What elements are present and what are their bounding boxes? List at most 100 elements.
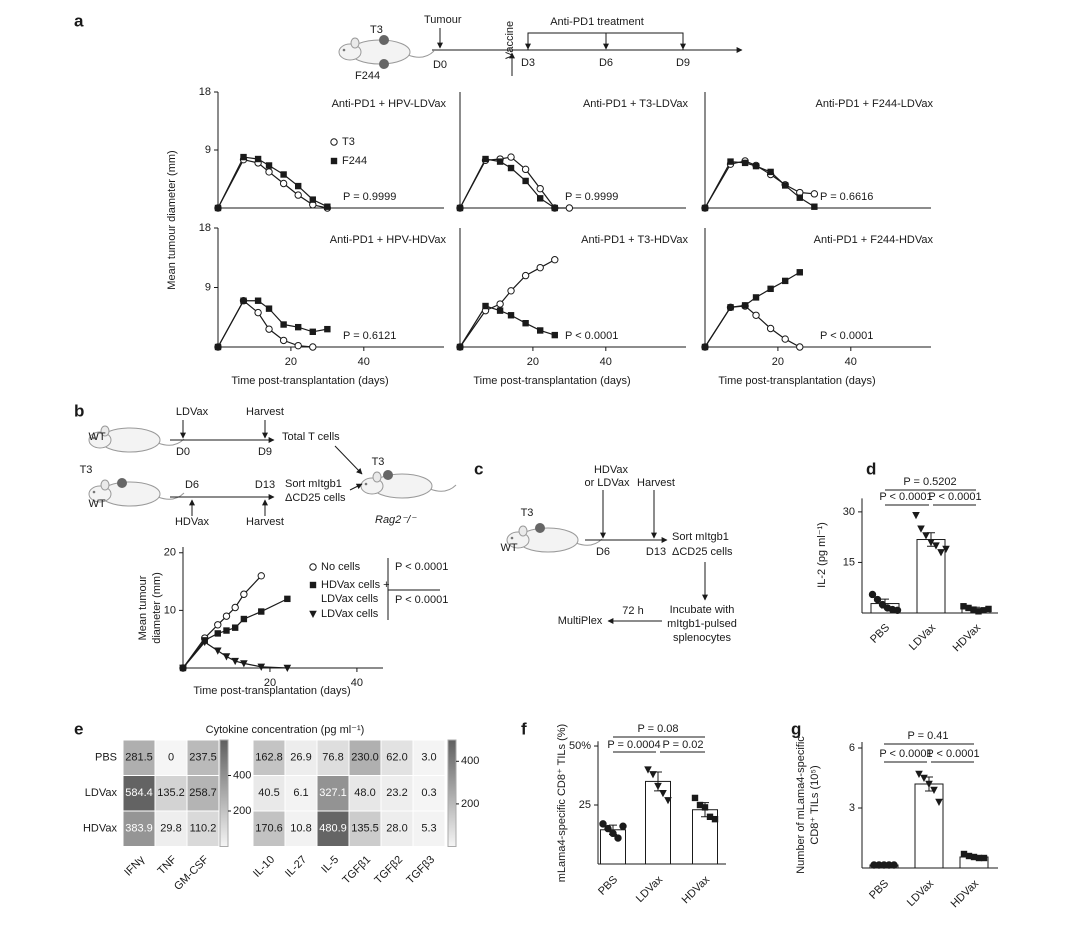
- cell-label: 28.0: [386, 823, 407, 835]
- heatmap-cell: [186, 810, 220, 847]
- step-label: 72 h: [622, 605, 643, 617]
- chart-title: Anti-PD1 + F244-LDVax: [816, 98, 934, 110]
- p-value: P = 0.02: [662, 739, 703, 751]
- y-axis-label: mLama4-specific CD8⁺ TILs (%): [556, 723, 568, 883]
- x-tick-label: HDVax: [949, 877, 982, 910]
- data-point: [551, 256, 559, 264]
- chart-title: Anti-PD1 + T3-LDVax: [583, 98, 689, 110]
- cell-label: 26.9: [290, 752, 311, 764]
- data-point: [970, 606, 977, 613]
- heatmap-cell: [154, 739, 188, 776]
- heatmap-cell: [348, 810, 382, 847]
- p-value: P = 0.6616: [820, 191, 873, 203]
- timeline-label: Vaccine: [504, 21, 516, 59]
- data-point: [231, 657, 239, 666]
- data-point: [796, 343, 804, 351]
- data-point: [935, 798, 943, 806]
- data-point: [551, 331, 558, 339]
- data-point: [294, 341, 302, 350]
- cell-label: 162.8: [255, 752, 283, 764]
- cell-label: 480.9: [319, 823, 347, 835]
- cell-label: 29.8: [160, 823, 181, 835]
- data-point: [727, 158, 734, 165]
- data-point: [701, 804, 709, 811]
- colorbar-label: 400: [233, 769, 251, 781]
- data-point: [254, 155, 262, 163]
- treatment-label: LDVax: [176, 406, 209, 418]
- p-value: P < 0.0001: [879, 748, 932, 760]
- y-tick-label: 20: [164, 547, 176, 559]
- data-point: [522, 320, 529, 327]
- data-point: [240, 660, 248, 668]
- data-point: [283, 664, 292, 672]
- bar: [645, 780, 671, 865]
- column-label: IL-5: [319, 854, 341, 876]
- data-point: [917, 525, 925, 533]
- data-point: [309, 328, 316, 335]
- p-value: P < 0.0001: [395, 594, 448, 606]
- day-label: D6: [596, 546, 610, 558]
- day-label: D6: [599, 57, 613, 69]
- data-point: [604, 824, 612, 833]
- data-point: [222, 612, 231, 620]
- data-point: [741, 302, 749, 309]
- data-point: [507, 153, 515, 161]
- treatment-label: HDVax: [175, 516, 210, 528]
- data-point: [254, 297, 262, 304]
- column-label: TGFβ1: [340, 854, 373, 887]
- data-point: [507, 312, 515, 319]
- x-tick-label: 40: [358, 356, 370, 368]
- tumour-icon: [383, 470, 393, 480]
- data-point: [240, 615, 248, 623]
- cell-label: 10.8: [290, 823, 311, 835]
- chart-title: Anti-PD1 + T3-HDVax: [581, 234, 688, 246]
- data-point: [873, 595, 882, 604]
- panel-label: c: [474, 459, 483, 478]
- treatment-label: or LDVax: [584, 477, 630, 489]
- cell-label: 0: [168, 752, 174, 764]
- heatmap-cell: [252, 810, 286, 847]
- chart-title: Anti-PD1 + HPV-LDVax: [332, 98, 447, 110]
- data-point: [975, 608, 982, 615]
- data-point: [960, 850, 968, 858]
- data-point: [565, 204, 574, 212]
- chart-title: Cytokine concentration (pg ml⁻¹): [206, 724, 365, 736]
- product-label: Total T cells: [282, 431, 340, 443]
- tumour-label: T3: [80, 464, 93, 476]
- data-point: [927, 539, 935, 547]
- data-point: [536, 184, 544, 193]
- data-point: [893, 606, 902, 615]
- data-point: [691, 794, 699, 802]
- y-tick-label: 18: [199, 86, 211, 98]
- data-point: [701, 204, 709, 212]
- data-point: [727, 304, 734, 311]
- mouse-label: WT: [88, 431, 105, 443]
- day-label: D13: [646, 546, 666, 558]
- data-point: [521, 271, 530, 280]
- mouse-label: Rag2⁻/⁻: [375, 514, 417, 526]
- y-tick-label: 18: [199, 222, 211, 234]
- x-tick-label: LDVax: [907, 621, 939, 653]
- data-point: [767, 285, 774, 293]
- column-label: TNF: [156, 853, 180, 877]
- day-label: D9: [676, 57, 690, 69]
- data-point: [796, 269, 803, 276]
- tumour-icon: [379, 59, 389, 69]
- x-tick-label: PBS: [867, 878, 891, 902]
- x-axis-label: Time post-transplantation (days): [718, 375, 875, 387]
- column-label: IL-10: [251, 854, 277, 880]
- x-tick-label: PBS: [596, 874, 620, 898]
- p-value: P < 0.0001: [565, 330, 618, 342]
- step-label: Sort mItgb1: [672, 531, 729, 543]
- arrow: [349, 483, 363, 491]
- data-point: [294, 191, 302, 199]
- y-tick-label: 3: [849, 802, 855, 814]
- data-point: [920, 774, 928, 782]
- line-series: [217, 299, 313, 348]
- data-point: [496, 158, 504, 165]
- tumour-label: F244: [355, 70, 380, 82]
- x-axis-label: Time post-transplantation (days): [473, 375, 630, 387]
- tumour-label: T3: [521, 507, 534, 519]
- data-point: [706, 813, 714, 821]
- x-tick-label: HDVax: [951, 621, 984, 654]
